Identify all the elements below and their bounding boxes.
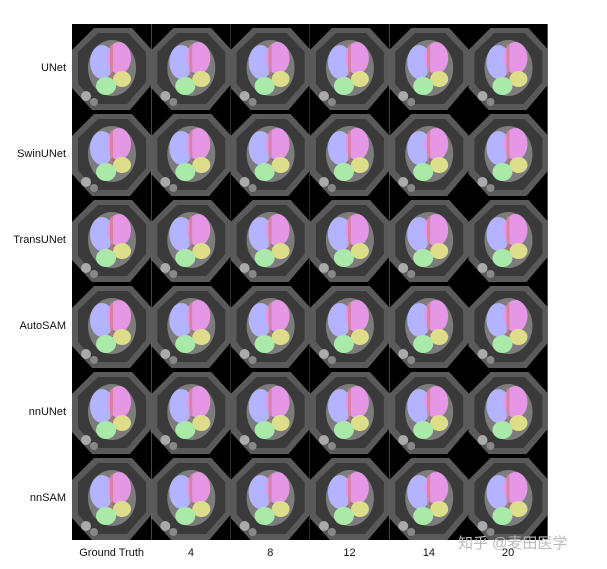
image-content: [151, 282, 231, 368]
image-content: [309, 368, 390, 454]
segmentation-image: [230, 368, 310, 454]
segmentation-image: [468, 368, 548, 454]
image-content: [151, 110, 231, 196]
segmentation-image: [309, 454, 390, 540]
column-label: 8: [267, 547, 273, 559]
image-content: [389, 454, 469, 540]
segmentation-image: [309, 110, 390, 196]
segmentation-image: [230, 196, 310, 282]
image-content: [309, 454, 390, 540]
row-label: TransUNet: [13, 234, 66, 246]
segmentation-image: [468, 24, 548, 110]
column-label: Ground Truth: [79, 547, 144, 559]
segmentation-image: [468, 110, 548, 196]
image-content: [468, 196, 548, 282]
segmentation-image: [72, 368, 152, 454]
column-label: 14: [423, 547, 435, 559]
image-content: [72, 282, 152, 368]
image-content: [389, 110, 469, 196]
image-content: [389, 196, 469, 282]
segmentation-image: [468, 196, 548, 282]
column-label: 12: [343, 547, 355, 559]
image-content: [389, 24, 469, 110]
segmentation-image: [151, 282, 231, 368]
segmentation-image: [151, 24, 231, 110]
segmentation-image: [230, 24, 310, 110]
image-content: [468, 282, 548, 368]
watermark: 知乎 @麦田医学: [458, 535, 567, 552]
segmentation-image: [151, 196, 231, 282]
image-content: [72, 196, 152, 282]
segmentation-image: [389, 24, 469, 110]
image-content: [151, 368, 231, 454]
row-label: SwinUNet: [17, 148, 66, 160]
segmentation-image: [389, 196, 469, 282]
segmentation-image: [468, 282, 548, 368]
image-content: [309, 196, 390, 282]
row-label: nnSAM: [30, 492, 66, 504]
image-content: [230, 24, 310, 110]
image-content: [72, 24, 152, 110]
image-content: [72, 110, 152, 196]
image-grid: [72, 24, 548, 540]
segmentation-image: [72, 24, 152, 110]
segmentation-image: [389, 110, 469, 196]
segmentation-image: [72, 282, 152, 368]
segmentation-image: [230, 110, 310, 196]
image-content: [389, 282, 469, 368]
image-content: [468, 454, 548, 540]
image-content: [230, 282, 310, 368]
column-label: 4: [188, 547, 194, 559]
image-content: [309, 282, 390, 368]
segmentation-image: [389, 454, 469, 540]
segmentation-image: [389, 282, 469, 368]
image-content: [468, 110, 548, 196]
image-content: [230, 110, 310, 196]
image-content: [151, 24, 231, 110]
image-content: [151, 196, 231, 282]
segmentation-image: [389, 368, 469, 454]
segmentation-image: [309, 24, 390, 110]
row-label: AutoSAM: [20, 320, 66, 332]
image-content: [230, 368, 310, 454]
segmentation-image: [309, 282, 390, 368]
row-label: UNet: [41, 62, 66, 74]
image-content: [151, 454, 231, 540]
image-content: [389, 368, 469, 454]
image-content: [309, 24, 390, 110]
image-content: [230, 454, 310, 540]
segmentation-image: [468, 454, 548, 540]
image-content: [72, 368, 152, 454]
segmentation-image: [151, 454, 231, 540]
image-content: [309, 110, 390, 196]
segmentation-image: [309, 196, 390, 282]
segmentation-image: [230, 454, 310, 540]
segmentation-image: [72, 454, 152, 540]
image-content: [468, 368, 548, 454]
segmentation-image: [151, 368, 231, 454]
segmentation-image: [72, 196, 152, 282]
segmentation-image: [151, 110, 231, 196]
image-content: [468, 24, 548, 110]
image-content: [72, 454, 152, 540]
segmentation-image: [309, 368, 390, 454]
segmentation-image: [72, 110, 152, 196]
row-label: nnUNet: [29, 406, 66, 418]
segmentation-image: [230, 282, 310, 368]
image-content: [230, 196, 310, 282]
column-label: 20: [502, 547, 514, 559]
